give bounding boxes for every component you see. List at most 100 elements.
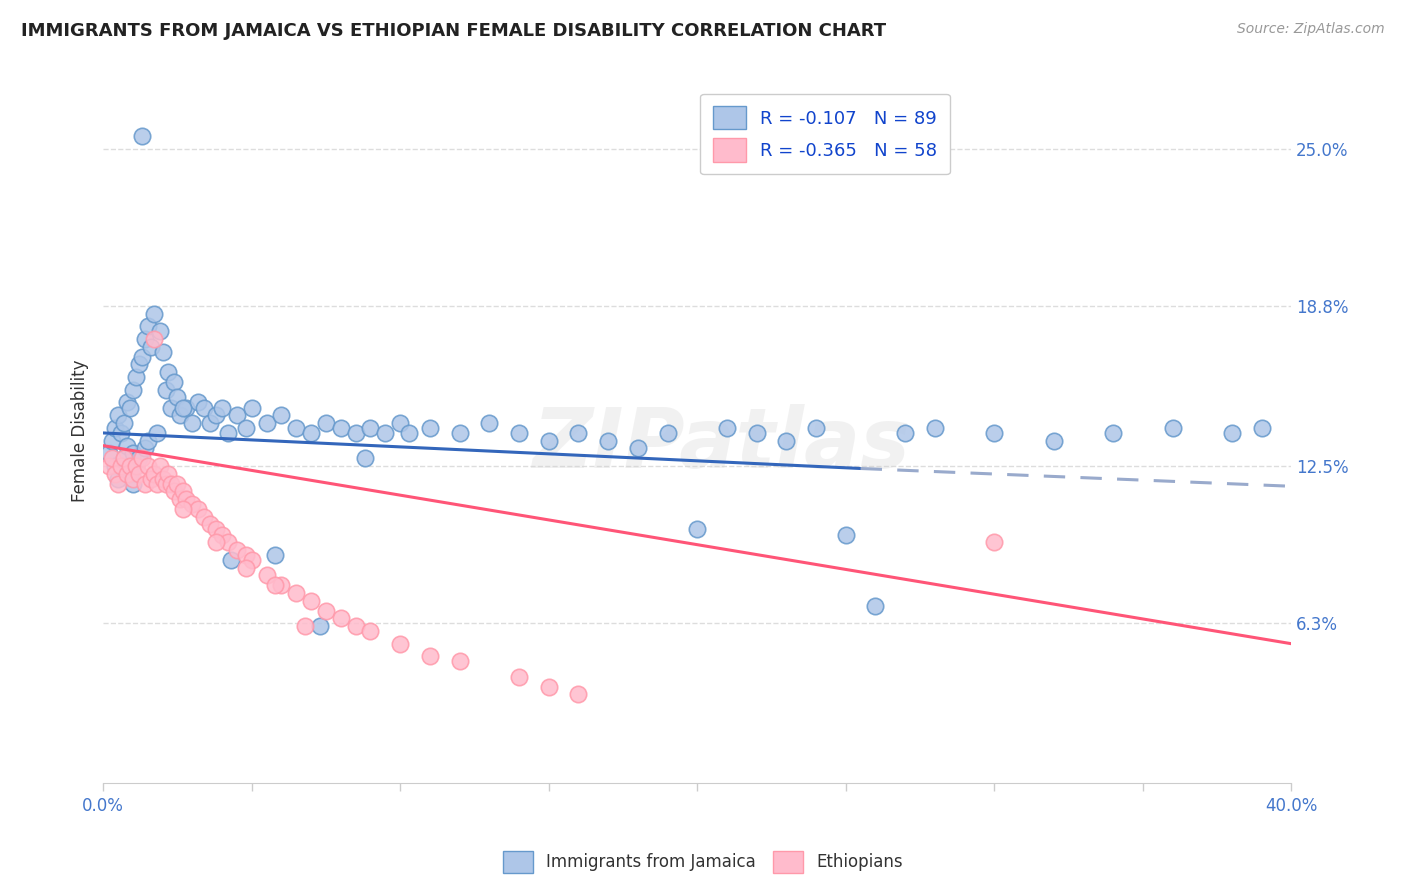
- Point: [101, 451, 124, 466]
- Point: [121, 476, 143, 491]
- Point: [775, 434, 797, 448]
- Point: [134, 476, 156, 491]
- Point: [136, 319, 159, 334]
- Point: [686, 523, 709, 537]
- Point: [657, 425, 679, 440]
- Point: [157, 467, 180, 481]
- Point: [419, 421, 441, 435]
- Point: [104, 421, 127, 435]
- Point: [285, 421, 308, 435]
- Point: [219, 553, 242, 567]
- Point: [131, 128, 153, 143]
- Point: [835, 527, 858, 541]
- Point: [745, 425, 768, 440]
- Point: [983, 425, 1005, 440]
- Point: [145, 425, 167, 440]
- Point: [101, 434, 124, 448]
- Point: [225, 408, 247, 422]
- Point: [264, 548, 287, 562]
- Point: [225, 542, 247, 557]
- Point: [983, 535, 1005, 549]
- Point: [136, 458, 159, 473]
- Point: [865, 599, 887, 613]
- Point: [121, 446, 143, 460]
- Point: [128, 451, 150, 466]
- Point: [118, 467, 141, 481]
- Point: [198, 517, 221, 532]
- Text: ZIPatlas: ZIPatlas: [531, 404, 910, 485]
- Point: [508, 670, 530, 684]
- Point: [285, 586, 308, 600]
- Point: [172, 502, 194, 516]
- Point: [294, 619, 316, 633]
- Point: [142, 332, 165, 346]
- Point: [115, 439, 138, 453]
- Point: [112, 451, 135, 466]
- Point: [176, 401, 198, 415]
- Point: [211, 401, 233, 415]
- Point: [270, 408, 292, 422]
- Point: [110, 425, 132, 440]
- Point: [176, 491, 198, 506]
- Point: [198, 416, 221, 430]
- Text: IMMIGRANTS FROM JAMAICA VS ETHIOPIAN FEMALE DISABILITY CORRELATION CHART: IMMIGRANTS FROM JAMAICA VS ETHIOPIAN FEM…: [21, 22, 886, 40]
- Point: [115, 467, 138, 481]
- Point: [121, 383, 143, 397]
- Point: [125, 370, 148, 384]
- Point: [139, 340, 162, 354]
- Point: [264, 578, 287, 592]
- Point: [270, 578, 292, 592]
- Point: [537, 680, 560, 694]
- Point: [181, 497, 204, 511]
- Point: [172, 401, 194, 415]
- Point: [1042, 434, 1064, 448]
- Point: [145, 476, 167, 491]
- Point: [315, 416, 337, 430]
- Point: [128, 467, 150, 481]
- Point: [107, 476, 129, 491]
- Point: [374, 425, 396, 440]
- Point: [217, 425, 239, 440]
- Point: [98, 458, 121, 473]
- Point: [353, 451, 375, 466]
- Point: [128, 357, 150, 371]
- Point: [240, 553, 263, 567]
- Legend: Immigrants from Jamaica, Ethiopians: Immigrants from Jamaica, Ethiopians: [496, 845, 910, 880]
- Point: [537, 434, 560, 448]
- Point: [166, 391, 188, 405]
- Point: [716, 421, 738, 435]
- Point: [131, 451, 153, 466]
- Point: [598, 434, 620, 448]
- Point: [299, 593, 322, 607]
- Point: [152, 344, 174, 359]
- Point: [155, 476, 177, 491]
- Point: [139, 472, 162, 486]
- Point: [894, 425, 917, 440]
- Point: [344, 619, 367, 633]
- Point: [329, 421, 352, 435]
- Point: [1220, 425, 1243, 440]
- Point: [121, 472, 143, 486]
- Point: [115, 395, 138, 409]
- Point: [315, 604, 337, 618]
- Point: [389, 416, 412, 430]
- Point: [627, 441, 650, 455]
- Point: [217, 535, 239, 549]
- Point: [107, 472, 129, 486]
- Point: [344, 425, 367, 440]
- Point: [205, 523, 228, 537]
- Point: [104, 458, 127, 473]
- Legend: R = -0.107   N = 89, R = -0.365   N = 58: R = -0.107 N = 89, R = -0.365 N = 58: [700, 94, 949, 174]
- Point: [110, 458, 132, 473]
- Point: [148, 324, 170, 338]
- Point: [235, 421, 257, 435]
- Point: [240, 401, 263, 415]
- Text: Source: ZipAtlas.com: Source: ZipAtlas.com: [1237, 22, 1385, 37]
- Point: [118, 401, 141, 415]
- Point: [155, 383, 177, 397]
- Point: [148, 458, 170, 473]
- Point: [136, 434, 159, 448]
- Point: [449, 425, 471, 440]
- Point: [235, 548, 257, 562]
- Point: [256, 568, 278, 582]
